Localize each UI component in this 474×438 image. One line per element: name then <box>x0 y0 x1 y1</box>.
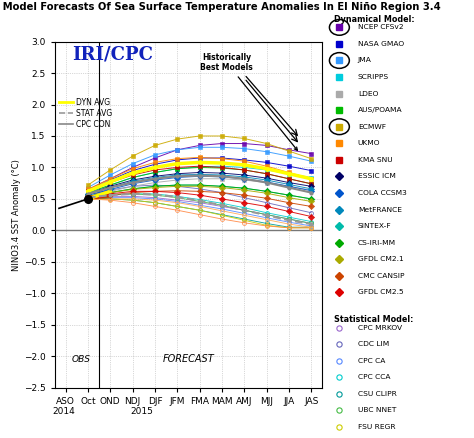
Text: IRI/CPC: IRI/CPC <box>73 45 154 63</box>
Text: Dynamical Model:: Dynamical Model: <box>334 15 414 24</box>
Text: GFDL CM2.5: GFDL CM2.5 <box>358 289 403 295</box>
Text: CSU CLIPR: CSU CLIPR <box>358 391 397 397</box>
Text: CDC LIM: CDC LIM <box>358 341 389 347</box>
Text: Various Model Forecasts Of Sea Surface Temperature Anomalies In El Niño Region 3: Various Model Forecasts Of Sea Surface T… <box>0 2 441 12</box>
Text: OBS: OBS <box>72 356 91 364</box>
Text: LDEO: LDEO <box>358 91 378 97</box>
Text: FORECAST: FORECAST <box>163 354 214 364</box>
Text: GFDL CM2.1: GFDL CM2.1 <box>358 256 404 262</box>
Text: Statistical Model:: Statistical Model: <box>334 314 413 324</box>
Text: CPC CCA: CPC CCA <box>358 374 391 380</box>
Text: NCEP CFSv2: NCEP CFSv2 <box>358 25 403 30</box>
Text: Historically
Best Models: Historically Best Models <box>200 53 297 150</box>
Text: 2014: 2014 <box>53 407 75 416</box>
Text: NASA GMAO: NASA GMAO <box>358 41 404 47</box>
Text: CPC MRKOV: CPC MRKOV <box>358 325 402 331</box>
Y-axis label: NINO3.4 SST Anomaly (°C): NINO3.4 SST Anomaly (°C) <box>12 159 21 271</box>
Text: CMC CANSIP: CMC CANSIP <box>358 273 404 279</box>
Legend: DYN AVG, STAT AVG, CPC CON: DYN AVG, STAT AVG, CPC CON <box>58 97 113 130</box>
Text: FSU REGR: FSU REGR <box>358 424 395 430</box>
Text: JMA: JMA <box>358 57 372 64</box>
Text: UKMO: UKMO <box>358 140 380 146</box>
Text: ESSIC ICM: ESSIC ICM <box>358 173 396 180</box>
Text: SCRIPPS: SCRIPPS <box>358 74 389 80</box>
Text: SINTEX-F: SINTEX-F <box>358 223 392 229</box>
Text: CPC CA: CPC CA <box>358 358 385 364</box>
Text: ECMWF: ECMWF <box>358 124 386 130</box>
Text: MetFRANCE: MetFRANCE <box>358 206 402 212</box>
Text: 2015: 2015 <box>131 407 154 416</box>
Text: AUS/POAMA: AUS/POAMA <box>358 107 402 113</box>
Text: KMA SNU: KMA SNU <box>358 157 392 163</box>
Text: CS-IRI-MM: CS-IRI-MM <box>358 240 396 246</box>
Text: COLA CCSM3: COLA CCSM3 <box>358 190 407 196</box>
Text: UBC NNET: UBC NNET <box>358 407 396 413</box>
